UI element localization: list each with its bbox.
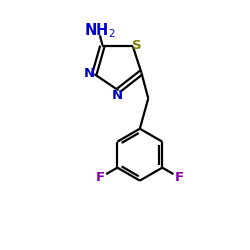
Text: N: N [84, 67, 95, 80]
Text: NH$_2$: NH$_2$ [84, 22, 116, 40]
Text: F: F [174, 171, 184, 184]
Text: N: N [112, 89, 123, 102]
Text: S: S [132, 39, 142, 52]
Text: F: F [96, 171, 105, 184]
